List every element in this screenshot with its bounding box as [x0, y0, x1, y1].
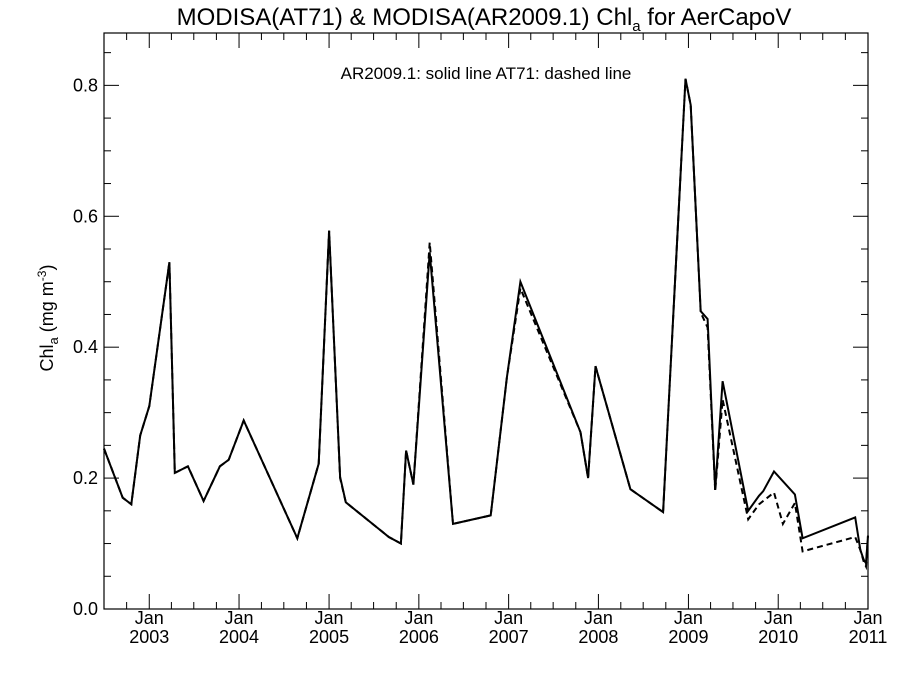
y-tick-label: 0.0 [73, 599, 98, 619]
x-tick-month-label: Jan [584, 608, 613, 628]
chart-title: MODISA(AT71) & MODISA(AR2009.1) Chla for… [177, 4, 792, 35]
y-tick-labels: 0.0 0.2 0.4 0.6 0.8 [73, 75, 98, 619]
y-tick-label: 0.6 [73, 206, 98, 226]
x-tick-month-label: Jan [853, 608, 882, 628]
x-tick-month-label: Jan [404, 608, 433, 628]
x-tick-month-label: Jan [764, 608, 793, 628]
x-tick-month-label: Jan [225, 608, 254, 628]
x-tick-year-label: 2003 [129, 627, 169, 647]
y-tick-label: 0.2 [73, 468, 98, 488]
series-lines [103, 78, 869, 571]
line-style-annotation: AR2009.1: solid line AT71: dashed line [341, 64, 632, 83]
series-line-ar2009-1 [103, 78, 869, 567]
series-line-at71 [103, 78, 869, 571]
x-tick-year-label: 2005 [309, 627, 349, 647]
x-tick-month-label: Jan [494, 608, 523, 628]
plot-frame [103, 32, 869, 610]
x-tick-year-label: 2010 [758, 627, 798, 647]
x-tick-year-label: 2004 [219, 627, 259, 647]
x-tick-labels: Jan2003Jan2004Jan2005Jan2006Jan2007Jan20… [129, 608, 887, 647]
axis-ticks [104, 33, 869, 610]
x-tick-year-label: 2009 [668, 627, 708, 647]
x-tick-year-label: 2007 [489, 627, 529, 647]
y-tick-label: 0.8 [73, 75, 98, 95]
x-tick-month-label: Jan [135, 608, 164, 628]
x-tick-month-label: Jan [674, 608, 703, 628]
y-tick-label: 0.4 [73, 337, 98, 357]
x-tick-year-label: 2008 [578, 627, 618, 647]
x-tick-year-label: 2006 [399, 627, 439, 647]
x-tick-year-label: 2011 [849, 627, 888, 647]
y-axis-label: Chla (mg m-3) [35, 265, 61, 372]
x-tick-month-label: Jan [315, 608, 344, 628]
